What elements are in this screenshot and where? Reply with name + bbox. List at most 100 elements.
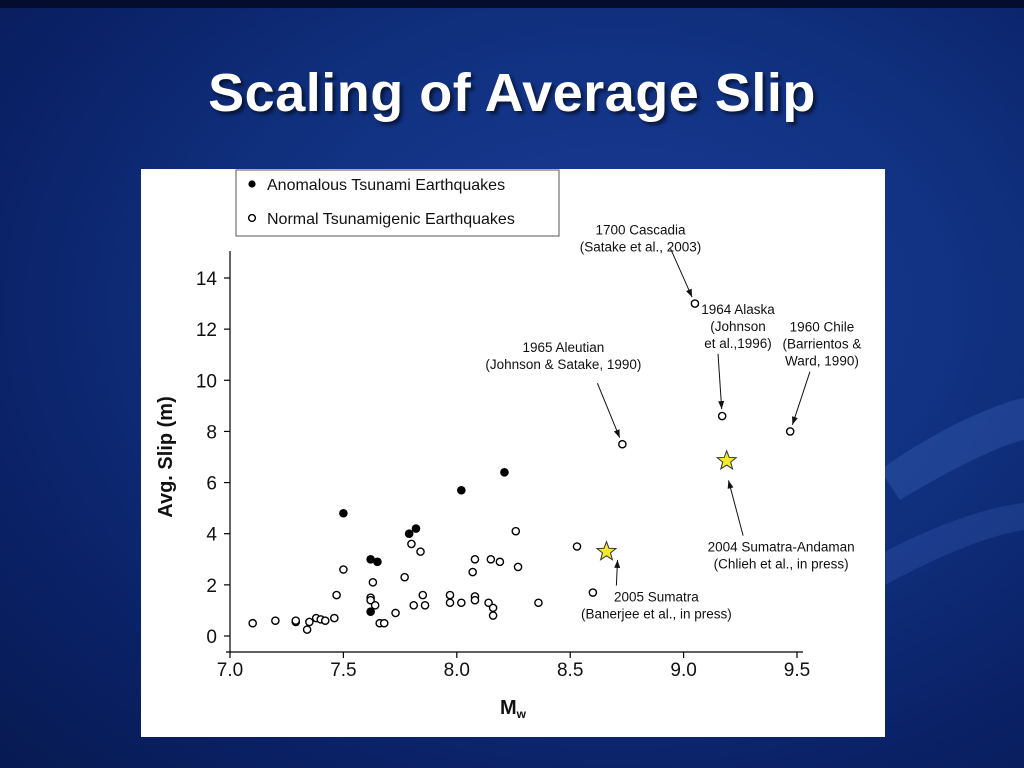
data-point-normal (418, 590, 428, 600)
annotation-arrow-line (717, 353, 723, 410)
annotation-label: (Chlieh et al., in press) (714, 557, 849, 572)
annotation-arrow-head (614, 559, 621, 569)
data-point-normal (511, 526, 521, 536)
data-point-normal (370, 601, 380, 610)
annotation-arrow-head (686, 288, 693, 298)
data-point-normal (409, 601, 419, 610)
data-point-normal (488, 603, 498, 613)
annotation-label: 1964 Alaska (701, 302, 775, 317)
data-point-normal (368, 577, 378, 587)
annotation-label: (Johnson (710, 319, 766, 334)
data-point-anomalous (366, 554, 375, 564)
annotation-arrow-head (727, 480, 734, 489)
y-tick-label: 14 (196, 269, 218, 290)
data-point-normal (400, 572, 409, 582)
annotation-label: (Johnson & Satake, 1990) (485, 357, 641, 372)
data-point-normal (457, 598, 466, 608)
x-axis-label: Mw (500, 697, 527, 721)
data-point-normal (391, 608, 400, 618)
chart-annotations: 1700 Cascadia (Satake et al., 2003) 1964 A… (485, 223, 861, 622)
y-axis-label: Avg. Slip (m) (155, 396, 177, 517)
chart-axes: 7.0 7.5 8.0 8.5 9.0 9.5 0 2 4 6 8 10 12 14 Mw Avg. Slip… (155, 251, 810, 721)
data-point-normal (445, 598, 455, 608)
data-point-anomalous (339, 508, 348, 518)
annotation-label: (Satake et al., 2003) (580, 240, 702, 255)
data-point-normal (416, 547, 425, 556)
data-point-anomalous (404, 529, 414, 539)
x-tick-label: 8.5 (557, 660, 583, 681)
data-point-normal (588, 588, 598, 597)
x-axis-label-subscript: w (516, 707, 527, 721)
data-point-normal (305, 617, 314, 627)
data-point-anomalous (500, 468, 509, 477)
data-point-normal (330, 613, 339, 623)
data-point-normal (488, 611, 498, 620)
data-point-normal (339, 565, 348, 574)
data-point-normal (445, 590, 455, 600)
chart-legend: Anomalous Tsunami Earthquakes Normal Tsu… (235, 169, 560, 237)
x-tick-label: 7.5 (330, 660, 356, 681)
data-point-normal (468, 567, 477, 577)
legend-box (235, 169, 560, 237)
x-tick-label: 9.0 (670, 660, 696, 681)
annotation-label: Ward, 1990) (785, 354, 859, 369)
data-point-normal (420, 601, 430, 610)
x-tick-label: 8.0 (444, 660, 470, 681)
data-point-star (595, 540, 618, 561)
legend-marker-anomalous (248, 180, 256, 188)
x-tick-label: 7.0 (217, 660, 243, 681)
data-point-normal (513, 562, 523, 572)
annotation-label: 1965 Aleutian (522, 340, 604, 355)
legend-marker-normal (247, 213, 257, 223)
data-point-normal (618, 439, 627, 449)
x-tick-label: 9.5 (784, 660, 810, 681)
data-point-normal (486, 554, 496, 564)
data-point-anomalous (373, 557, 382, 567)
annotation-label: 2005 Sumatra (614, 589, 699, 604)
data-point-normal (271, 616, 280, 625)
annotation-arrow-line (791, 371, 811, 425)
data-point-normal (572, 542, 582, 551)
annotation-label: et al.,1996) (704, 336, 772, 351)
data-point-normal (407, 539, 416, 549)
data-point-anomalous (411, 524, 421, 533)
annotation-label: (Barrientos & (783, 337, 862, 352)
y-tick-label: 6 (206, 474, 217, 495)
annotation-label: 1960 Chile (790, 320, 855, 335)
y-tick-label: 8 (206, 422, 217, 443)
data-point-anomalous (366, 607, 375, 617)
annotation-label: 1700 Cascadia (595, 223, 686, 238)
data-point-normal (785, 427, 795, 436)
annotation-arrow-head (718, 400, 725, 410)
scatter-chart: Anomalous Tsunami Earthquakes Normal Tsu… (155, 169, 861, 721)
annotation-arrow-line (670, 248, 693, 298)
data-point-normal (717, 411, 727, 421)
data-point-normal (320, 616, 330, 625)
y-tick-label: 10 (196, 371, 217, 392)
data-point-star (715, 449, 738, 471)
annotation-arrow-head (792, 416, 798, 425)
data-point-normal (332, 590, 341, 600)
data-point-normal (690, 299, 700, 308)
annotation-arrow-line (596, 382, 621, 438)
chart-panel: Anomalous Tsunami Earthquakes Normal Tsu… (141, 169, 885, 737)
y-tick-label: 4 (206, 525, 217, 546)
annotation-arrow-line (728, 480, 744, 536)
chart-marks (248, 299, 795, 634)
data-point-normal (379, 618, 389, 628)
data-point-normal (470, 554, 480, 564)
annotation-arrow-head (613, 429, 620, 438)
x-axis-label-main: M (500, 697, 517, 719)
annotation-label: 2004 Sumatra-Andaman (708, 540, 855, 555)
data-point-anomalous (457, 485, 466, 495)
y-tick-label: 2 (206, 576, 217, 597)
legend-label-normal: Normal Tsunamigenic Earthquakes (267, 211, 515, 228)
annotation-label: (Banerjee et al., in press) (581, 606, 732, 621)
data-point-normal (248, 618, 257, 628)
legend-label-anomalous: Anomalous Tsunami Earthquakes (267, 177, 505, 194)
data-point-normal (495, 557, 505, 567)
data-point-normal (534, 598, 543, 608)
data-point-normal (302, 625, 312, 634)
data-point-normal (291, 616, 301, 625)
